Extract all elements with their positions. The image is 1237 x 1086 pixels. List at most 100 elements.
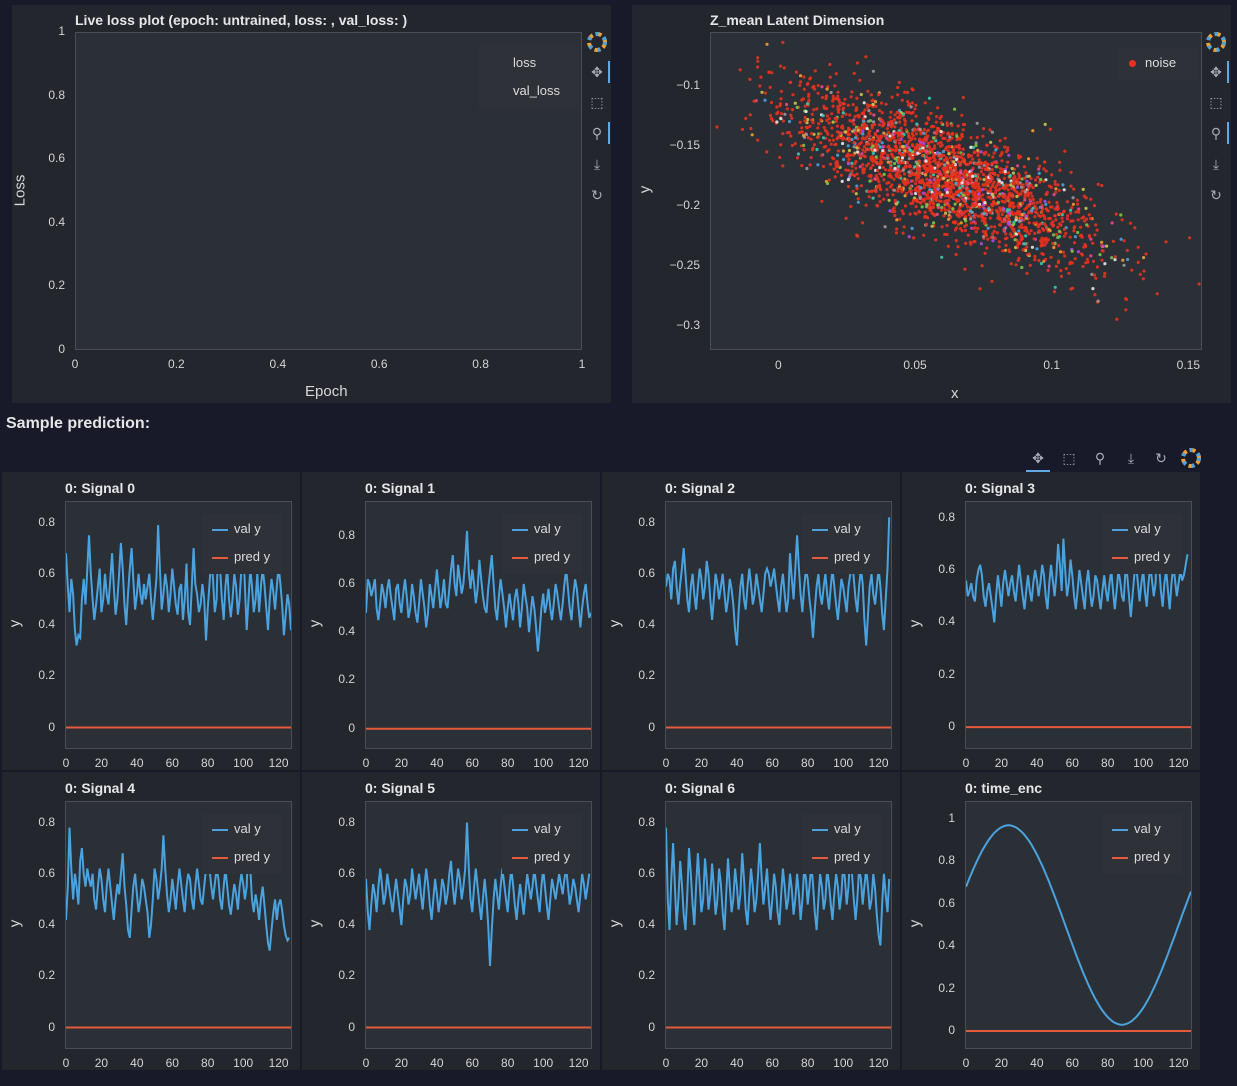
scatter-point bbox=[1058, 222, 1062, 226]
x-tick-label: 40 bbox=[430, 1056, 444, 1070]
scatter-point bbox=[1058, 212, 1062, 216]
scatter-point bbox=[889, 125, 893, 129]
scatter-point bbox=[799, 80, 803, 84]
scatter-point bbox=[738, 68, 742, 72]
save-icon[interactable]: ⤓ bbox=[593, 156, 601, 172]
scatter-point bbox=[896, 115, 900, 120]
latent-plot-area[interactable] bbox=[710, 32, 1202, 350]
scatter-point bbox=[1023, 207, 1027, 211]
scatter-point bbox=[1096, 299, 1100, 303]
scatter-point bbox=[850, 172, 854, 176]
reset-icon[interactable]: ↻ bbox=[1155, 450, 1167, 466]
legend-label: val y bbox=[234, 821, 261, 836]
y-tick-label: 0.8 bbox=[638, 814, 655, 829]
scatter-point bbox=[971, 174, 975, 178]
bokeh-logo-icon[interactable] bbox=[1179, 446, 1203, 470]
scatter-point bbox=[869, 166, 873, 171]
signal-plot-area[interactable] bbox=[365, 501, 592, 749]
scatter-point bbox=[911, 134, 915, 138]
legend-swatch bbox=[812, 828, 828, 831]
bokeh-logo-icon[interactable] bbox=[1205, 31, 1227, 53]
scatter-point bbox=[1000, 159, 1004, 163]
scatter-point bbox=[807, 95, 811, 99]
scatter-point bbox=[990, 208, 994, 212]
scatter-point bbox=[931, 173, 936, 177]
x-tick-label: 100 bbox=[1133, 1056, 1154, 1070]
scatter-point bbox=[982, 235, 986, 239]
scatter-point bbox=[976, 151, 980, 155]
scatter-point bbox=[983, 251, 987, 255]
scatter-point bbox=[854, 166, 858, 170]
scatter-point bbox=[900, 134, 905, 138]
sample-prediction-title: Sample prediction: bbox=[6, 415, 151, 432]
reset-icon[interactable]: ↻ bbox=[1210, 187, 1222, 203]
x-tick-label: 60 bbox=[765, 756, 779, 770]
y-tick-label: 0.4 bbox=[38, 617, 55, 631]
scatter-point bbox=[1003, 136, 1007, 140]
scatter-point bbox=[1017, 205, 1021, 209]
bokeh-logo-icon[interactable] bbox=[586, 31, 608, 53]
signal-legend: val y pred y bbox=[502, 814, 582, 874]
scatter-point bbox=[931, 136, 936, 140]
scatter-point bbox=[956, 213, 960, 217]
wheel-zoom-icon[interactable]: ⚲ bbox=[1205, 122, 1229, 144]
scatter-point bbox=[803, 115, 807, 120]
val-y-line bbox=[66, 525, 291, 646]
scatter-point bbox=[1027, 186, 1031, 190]
scatter-point bbox=[895, 146, 899, 151]
scatter-point bbox=[850, 90, 854, 94]
scatter-point bbox=[966, 233, 970, 237]
save-icon[interactable]: ⤓ bbox=[1212, 156, 1220, 172]
box-zoom-icon[interactable]: ⬚ bbox=[590, 94, 604, 110]
scatter-point bbox=[1027, 204, 1031, 208]
scatter-point bbox=[873, 122, 877, 127]
scatter-point bbox=[903, 204, 908, 208]
scatter-point bbox=[933, 146, 937, 150]
scatter-point bbox=[769, 100, 774, 105]
scatter-point bbox=[1043, 215, 1047, 219]
scatter-point bbox=[1027, 211, 1031, 215]
scatter-point bbox=[951, 195, 955, 199]
scatter-point bbox=[1111, 239, 1115, 243]
scatter-point bbox=[970, 191, 974, 195]
x-tick-label: 120 bbox=[268, 756, 289, 770]
signal-ylabel: y bbox=[606, 619, 624, 628]
scatter-point bbox=[820, 199, 824, 203]
scatter-point bbox=[756, 56, 760, 60]
pan-icon[interactable]: ✥ bbox=[1205, 61, 1229, 83]
y-tick-label: −0.15 bbox=[669, 138, 700, 152]
scatter-point bbox=[997, 194, 1001, 198]
scatter-point bbox=[1027, 232, 1031, 236]
legend-swatch bbox=[812, 528, 828, 531]
scatter-point bbox=[1018, 210, 1022, 214]
scatter-point bbox=[1084, 244, 1088, 248]
scatter-point bbox=[1188, 236, 1192, 240]
scatter-point bbox=[880, 141, 884, 145]
wheel-zoom-icon[interactable]: ⚲ bbox=[586, 122, 610, 144]
box-zoom-icon[interactable]: ⬚ bbox=[1209, 94, 1223, 110]
x-tick-label: 60 bbox=[165, 1056, 179, 1070]
scatter-point bbox=[1056, 206, 1060, 210]
x-tick-label: 80 bbox=[1101, 1056, 1115, 1070]
wheel-zoom-icon[interactable]: ⚲ bbox=[1094, 450, 1106, 466]
scatter-point bbox=[904, 180, 908, 185]
save-icon[interactable]: ⤓ bbox=[1127, 450, 1135, 466]
scatter-point bbox=[986, 226, 990, 230]
signal-plot-area[interactable] bbox=[965, 801, 1192, 1049]
pan-icon[interactable]: ✥ bbox=[586, 61, 610, 83]
scatter-point bbox=[930, 211, 934, 215]
pan-icon[interactable]: ✥ bbox=[1026, 446, 1050, 472]
box-zoom-icon[interactable]: ⬚ bbox=[1062, 450, 1076, 466]
scatter-point bbox=[882, 131, 886, 135]
val-y-line bbox=[66, 827, 291, 951]
scatter-point bbox=[822, 126, 826, 130]
scatter-point bbox=[1032, 237, 1036, 241]
scatter-point bbox=[1013, 174, 1017, 179]
scatter-point bbox=[795, 105, 799, 109]
scatter-point bbox=[808, 76, 812, 80]
x-tick-label: 20 bbox=[94, 756, 109, 770]
reset-icon[interactable]: ↻ bbox=[591, 187, 603, 203]
scatter-point bbox=[1094, 223, 1098, 227]
scatter-point bbox=[1003, 237, 1007, 241]
scatter-point bbox=[749, 126, 753, 131]
